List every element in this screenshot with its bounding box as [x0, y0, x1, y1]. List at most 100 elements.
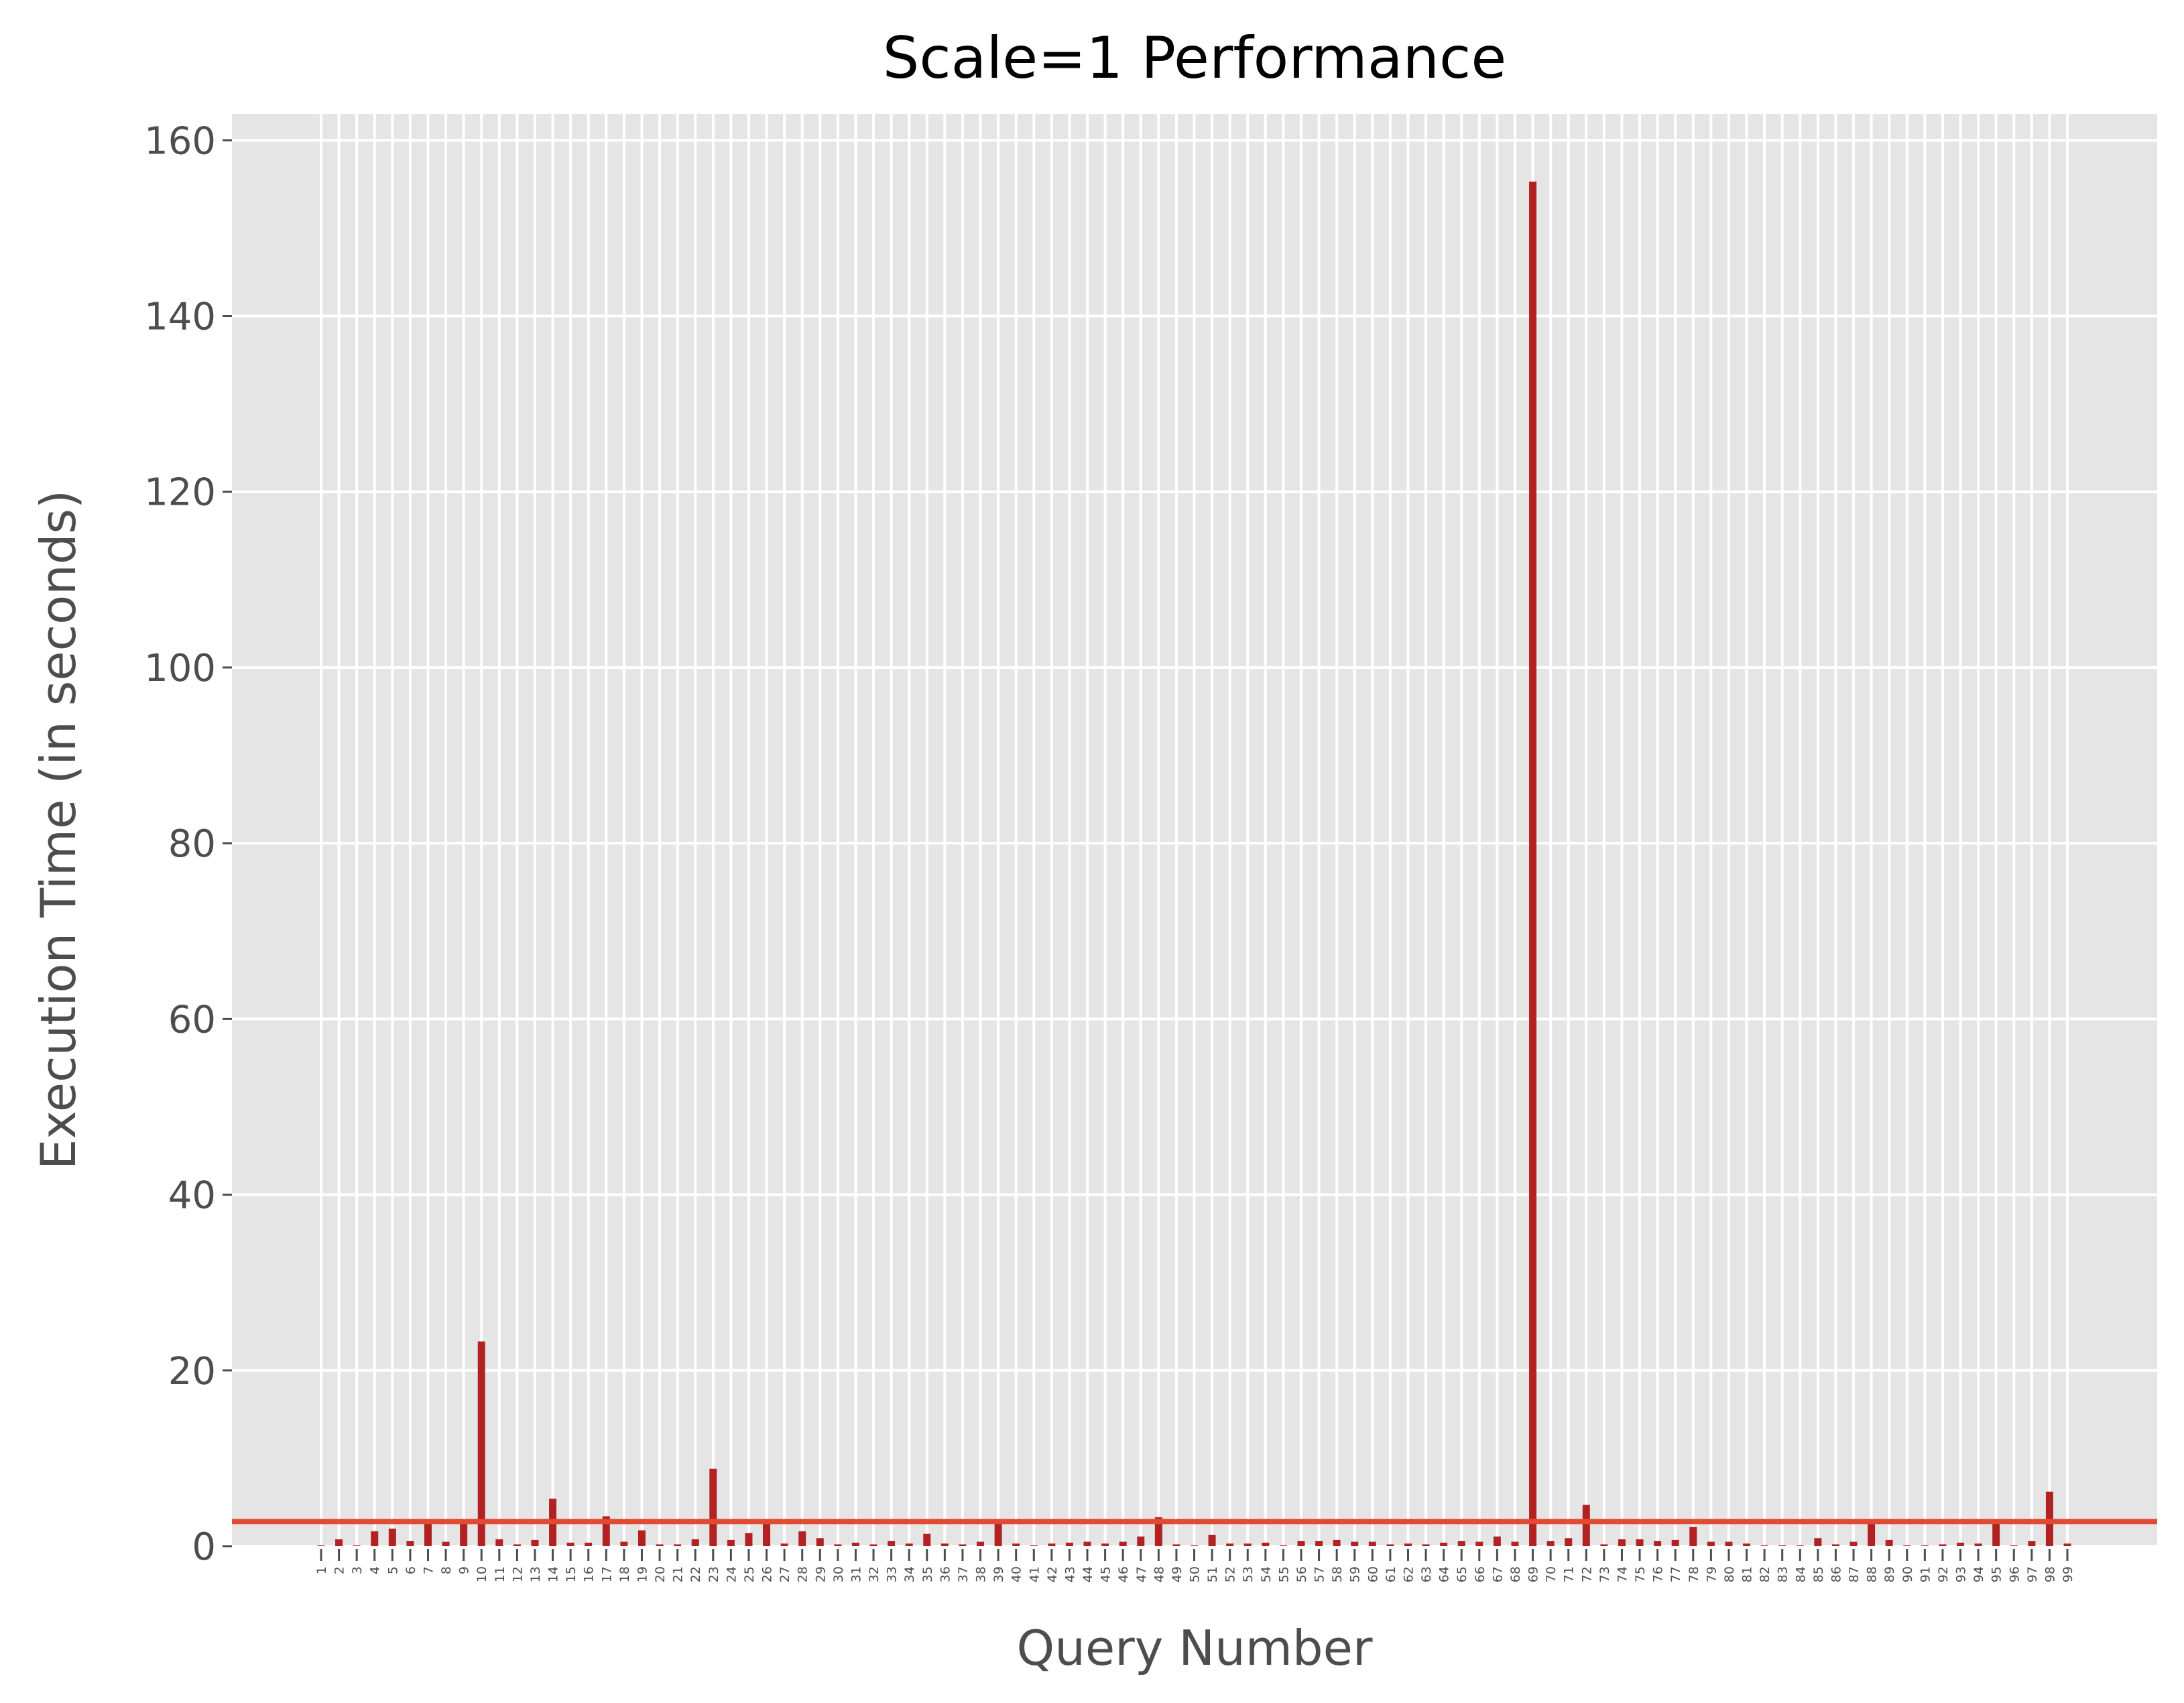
x-tick-label: 56 [1294, 1566, 1309, 1582]
x-tick-label: 18 [617, 1566, 632, 1582]
x-tick-label: 25 [742, 1566, 757, 1582]
x-tick-label: 58 [1330, 1566, 1345, 1582]
bar [513, 1544, 521, 1546]
bar [780, 1543, 788, 1546]
x-tick-label: 90 [1900, 1566, 1915, 1582]
x-tick-label: 3 [350, 1566, 365, 1574]
bar [1208, 1534, 1216, 1546]
x-tick-label: 93 [1954, 1566, 1969, 1582]
x-tick-label: 39 [991, 1566, 1006, 1582]
bar [727, 1539, 735, 1546]
bar [1065, 1542, 1073, 1546]
x-tick-label: 68 [1508, 1566, 1523, 1582]
bar [1992, 1523, 2000, 1546]
x-tick-label: 71 [1562, 1566, 1577, 1582]
x-tick-label: 77 [1669, 1566, 1683, 1582]
bar [1618, 1539, 1626, 1546]
x-tick-label: 37 [956, 1566, 971, 1582]
bar [1654, 1541, 1662, 1546]
bar [1868, 1521, 1876, 1546]
bar [816, 1538, 824, 1546]
bar [1262, 1542, 1270, 1546]
x-tick-label: 33 [885, 1566, 900, 1582]
y-tick-label: 120 [144, 471, 216, 515]
x-tick-label: 5 [385, 1566, 400, 1574]
x-tick-label: 32 [867, 1566, 882, 1582]
y-axis-label: Execution Time (in seconds) [30, 490, 86, 1170]
chart-title: Scale=1 Performance [883, 25, 1506, 92]
bar [763, 1521, 771, 1546]
bar [1546, 1541, 1555, 1546]
x-tick-label: 36 [938, 1566, 953, 1582]
bar [888, 1541, 896, 1546]
x-tick-label: 24 [724, 1566, 739, 1582]
x-tick-label: 57 [1313, 1566, 1327, 1582]
x-tick-label: 92 [1936, 1566, 1951, 1582]
x-tick-label: 13 [528, 1566, 543, 1582]
x-tick-label: 17 [599, 1566, 614, 1582]
bar [869, 1544, 877, 1546]
bar [1154, 1517, 1162, 1546]
x-tick-label: 88 [1865, 1566, 1880, 1582]
x-tick-label: 31 [849, 1566, 863, 1582]
bar [2028, 1541, 2036, 1546]
bar [477, 1341, 485, 1546]
x-tick-label: 9 [457, 1566, 472, 1574]
x-tick-label: 52 [1223, 1566, 1238, 1582]
bar [1137, 1536, 1145, 1546]
x-tick-label: 62 [1401, 1566, 1416, 1582]
bar [977, 1541, 985, 1546]
bar [1083, 1541, 1091, 1546]
bar [834, 1544, 842, 1546]
bar [994, 1522, 1002, 1546]
x-tick-label: 61 [1384, 1566, 1398, 1582]
bar [1475, 1541, 1483, 1546]
y-tick-label: 100 [144, 647, 216, 690]
bar [941, 1543, 949, 1546]
bar [1315, 1541, 1323, 1546]
x-tick-label: 1 [314, 1566, 329, 1574]
x-tick-label: 50 [1188, 1566, 1203, 1582]
bar [1689, 1527, 1697, 1546]
bar [851, 1542, 859, 1546]
bar [1636, 1539, 1644, 1546]
x-tick-label: 80 [1722, 1566, 1737, 1582]
bar [1957, 1542, 1965, 1546]
bar [1725, 1541, 1733, 1546]
y-tick-label: 40 [168, 1174, 216, 1218]
bar [709, 1468, 717, 1546]
bar [460, 1521, 468, 1546]
x-tick-label: 53 [1241, 1566, 1256, 1582]
x-tick-label: 60 [1366, 1566, 1380, 1582]
x-tick-label: 66 [1473, 1566, 1488, 1582]
x-tick-label: 86 [1829, 1566, 1843, 1582]
x-tick-label: 98 [2043, 1566, 2057, 1582]
x-tick-label: 21 [671, 1566, 686, 1582]
bar [1831, 1544, 1839, 1546]
bar [1386, 1544, 1394, 1546]
bar [1939, 1544, 1947, 1546]
bar [1404, 1543, 1412, 1546]
x-tick-label: 48 [1152, 1566, 1166, 1582]
x-axis-label: Query Number [1017, 1620, 1373, 1676]
x-tick-label: 65 [1455, 1566, 1469, 1582]
x-tick-label: 94 [1971, 1566, 1986, 1582]
bar [798, 1531, 806, 1546]
x-tick-label: 51 [1205, 1566, 1220, 1582]
x-tick-label: 79 [1704, 1566, 1719, 1582]
bar [620, 1541, 628, 1546]
bar [1974, 1543, 1982, 1546]
x-tick-label: 14 [546, 1566, 561, 1582]
x-tick-label: 87 [1847, 1566, 1862, 1582]
x-tick-label: 89 [1882, 1566, 1897, 1582]
x-tick-label: 64 [1437, 1566, 1452, 1582]
x-tick-label: 47 [1134, 1566, 1149, 1582]
x-tick-label: 45 [1099, 1566, 1113, 1582]
x-tick-label: 84 [1793, 1566, 1808, 1582]
bar [1440, 1542, 1448, 1546]
x-tick-label: 12 [510, 1566, 525, 1582]
x-tick-label: 38 [974, 1566, 989, 1582]
bar [1048, 1543, 1056, 1546]
x-tick-label: 44 [1081, 1566, 1095, 1582]
